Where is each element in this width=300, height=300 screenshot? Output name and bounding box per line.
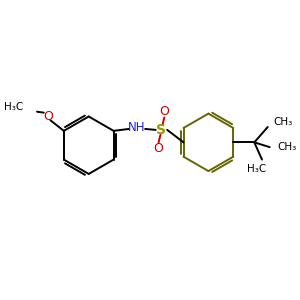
Text: H₃C: H₃C (247, 164, 266, 174)
Text: O: O (44, 110, 53, 123)
Text: NH: NH (128, 122, 145, 134)
Text: CH₃: CH₃ (274, 117, 293, 127)
Text: H₃C: H₃C (4, 102, 24, 112)
Text: O: O (154, 142, 164, 154)
Text: O: O (159, 105, 169, 118)
Text: CH₃: CH₃ (277, 142, 296, 152)
Text: S: S (157, 123, 166, 137)
